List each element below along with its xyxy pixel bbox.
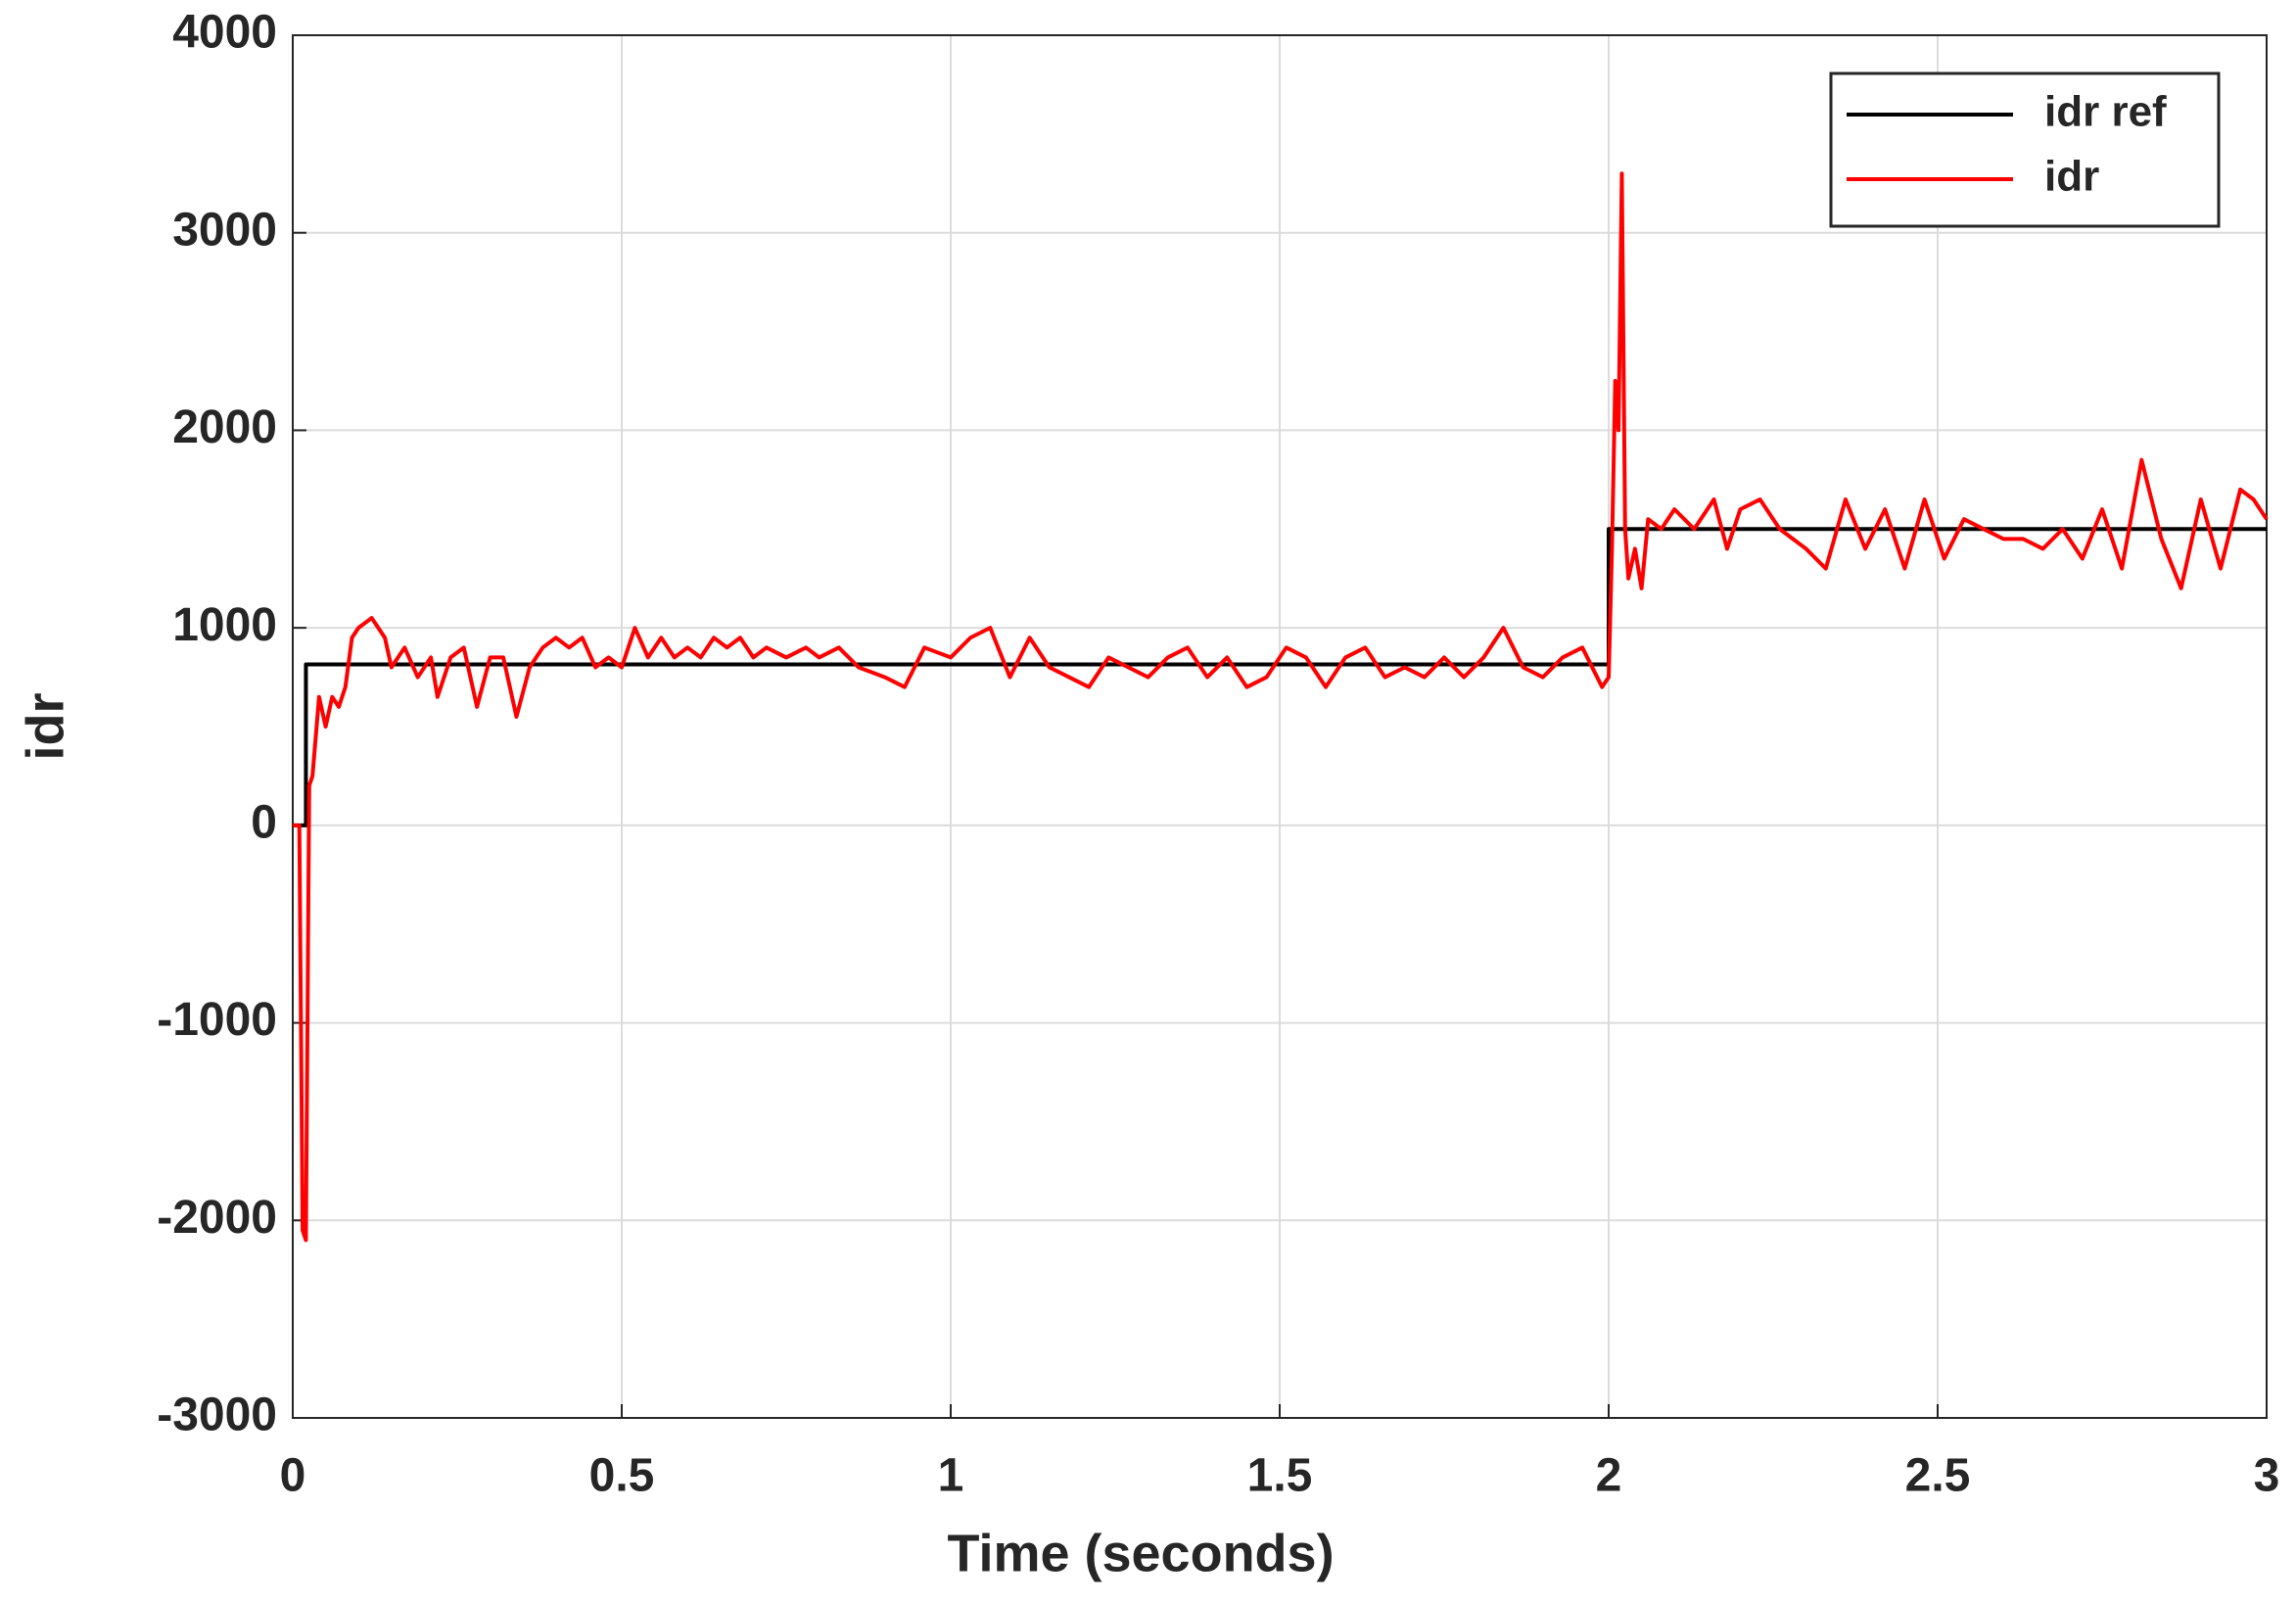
data-line: [293, 171, 2269, 1243]
y-tick-label: -3000: [157, 1390, 277, 1441]
x-tick-label: 0: [280, 1450, 306, 1502]
y-axis-label: idr: [16, 692, 74, 760]
x-tick-label: 1.5: [1247, 1450, 1313, 1502]
data-line: [293, 527, 2267, 827]
x-axis-label: Time (seconds): [947, 1524, 1334, 1582]
y-tick-label: 2000: [172, 401, 277, 453]
y-tick-label: -2000: [157, 1192, 277, 1244]
legend-box: [1829, 71, 2221, 228]
x-tick-label: 1: [938, 1450, 964, 1502]
x-tick-label: 2.5: [1905, 1450, 1971, 1502]
plot-frame: [292, 34, 2268, 1419]
y-tick-label: 0: [251, 797, 277, 849]
x-tick-label: 0.5: [589, 1450, 655, 1502]
y-tick-label: 1000: [172, 599, 277, 651]
legend-label: idr ref: [2044, 88, 2167, 136]
y-tick-label: -1000: [157, 994, 277, 1046]
legend-label: idr: [2044, 153, 2099, 201]
x-tick-label: 2: [1596, 1450, 1622, 1502]
x-tick-label: 3: [2254, 1450, 2280, 1502]
y-tick-label: 3000: [172, 204, 277, 256]
y-tick-label: 4000: [172, 7, 277, 59]
